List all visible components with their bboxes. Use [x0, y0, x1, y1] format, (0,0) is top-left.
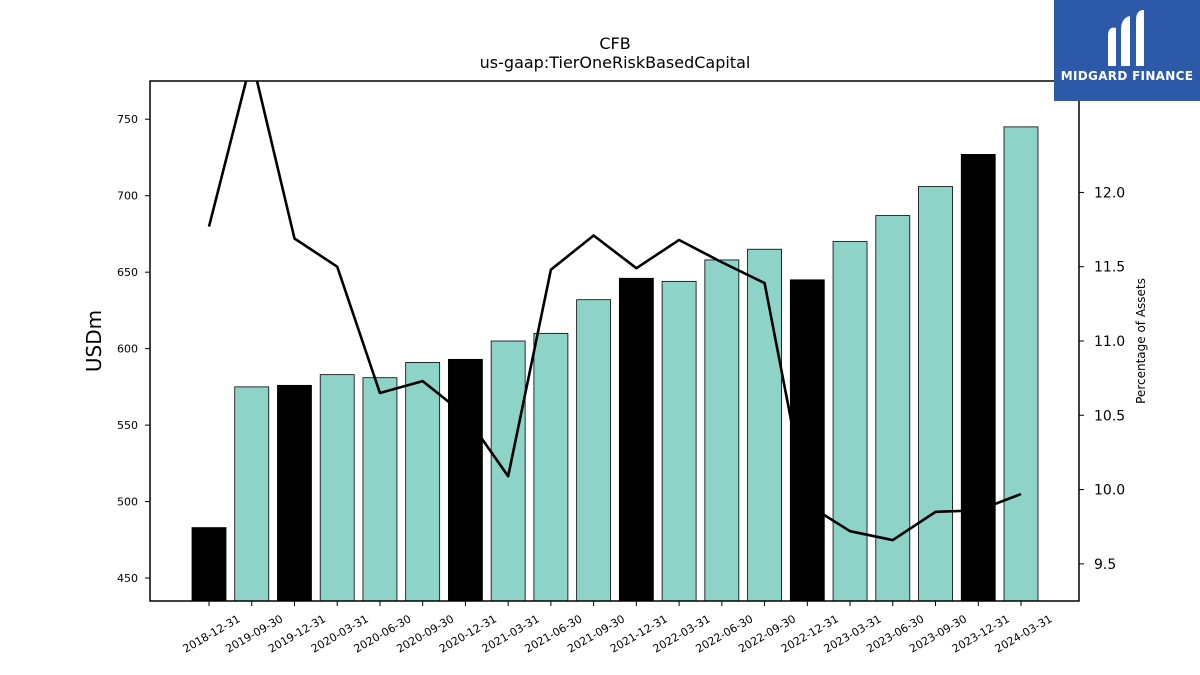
- midgard-finance-logo: MIDGARD FINANCE: [1054, 0, 1200, 101]
- bar: [576, 299, 612, 602]
- bar: [448, 358, 483, 602]
- y-tick-label: 450: [117, 572, 138, 585]
- bar: [661, 280, 697, 602]
- bar: [618, 277, 654, 602]
- bar: [533, 332, 569, 602]
- bar: [277, 384, 312, 602]
- logo-text: MIDGARD FINANCE: [1060, 69, 1194, 83]
- bar: [918, 186, 953, 602]
- logo-mark-icon: [1108, 10, 1144, 66]
- bar: [875, 215, 911, 602]
- y-tick-label: 550: [117, 419, 138, 432]
- y-axis-label: USDm: [82, 310, 106, 372]
- bar: [1003, 126, 1039, 602]
- y2-axis-label: Percentage of Assets: [1134, 278, 1148, 404]
- y-tick-label: 500: [117, 496, 138, 509]
- bar: [832, 241, 868, 602]
- y-tick-label: 750: [117, 113, 138, 126]
- bar: [362, 377, 398, 602]
- plot-frame: [149, 80, 1080, 602]
- chart-subtitle: us-gaap:TierOneRiskBasedCapital: [480, 53, 751, 72]
- bar: [234, 386, 270, 602]
- y2-tick-label: 12.0: [1094, 185, 1125, 201]
- bar: [191, 527, 227, 602]
- y2-tick-label: 10.5: [1094, 408, 1125, 424]
- bar: [319, 374, 355, 602]
- y-tick-label: 650: [117, 266, 138, 279]
- y-tick-label: 600: [117, 343, 138, 356]
- bar: [747, 248, 782, 602]
- y2-tick-label: 10.0: [1094, 483, 1125, 499]
- y2-tick-label: 11.0: [1094, 334, 1125, 350]
- bar: [405, 362, 441, 602]
- y-tick-label: 700: [117, 190, 138, 203]
- bar: [704, 259, 740, 602]
- bar: [960, 154, 996, 602]
- series-line: [207, 81, 1022, 542]
- y2-tick-label: 11.5: [1094, 260, 1125, 276]
- chart-title: CFB: [599, 34, 630, 53]
- y2-tick-label: 9.5: [1094, 557, 1116, 573]
